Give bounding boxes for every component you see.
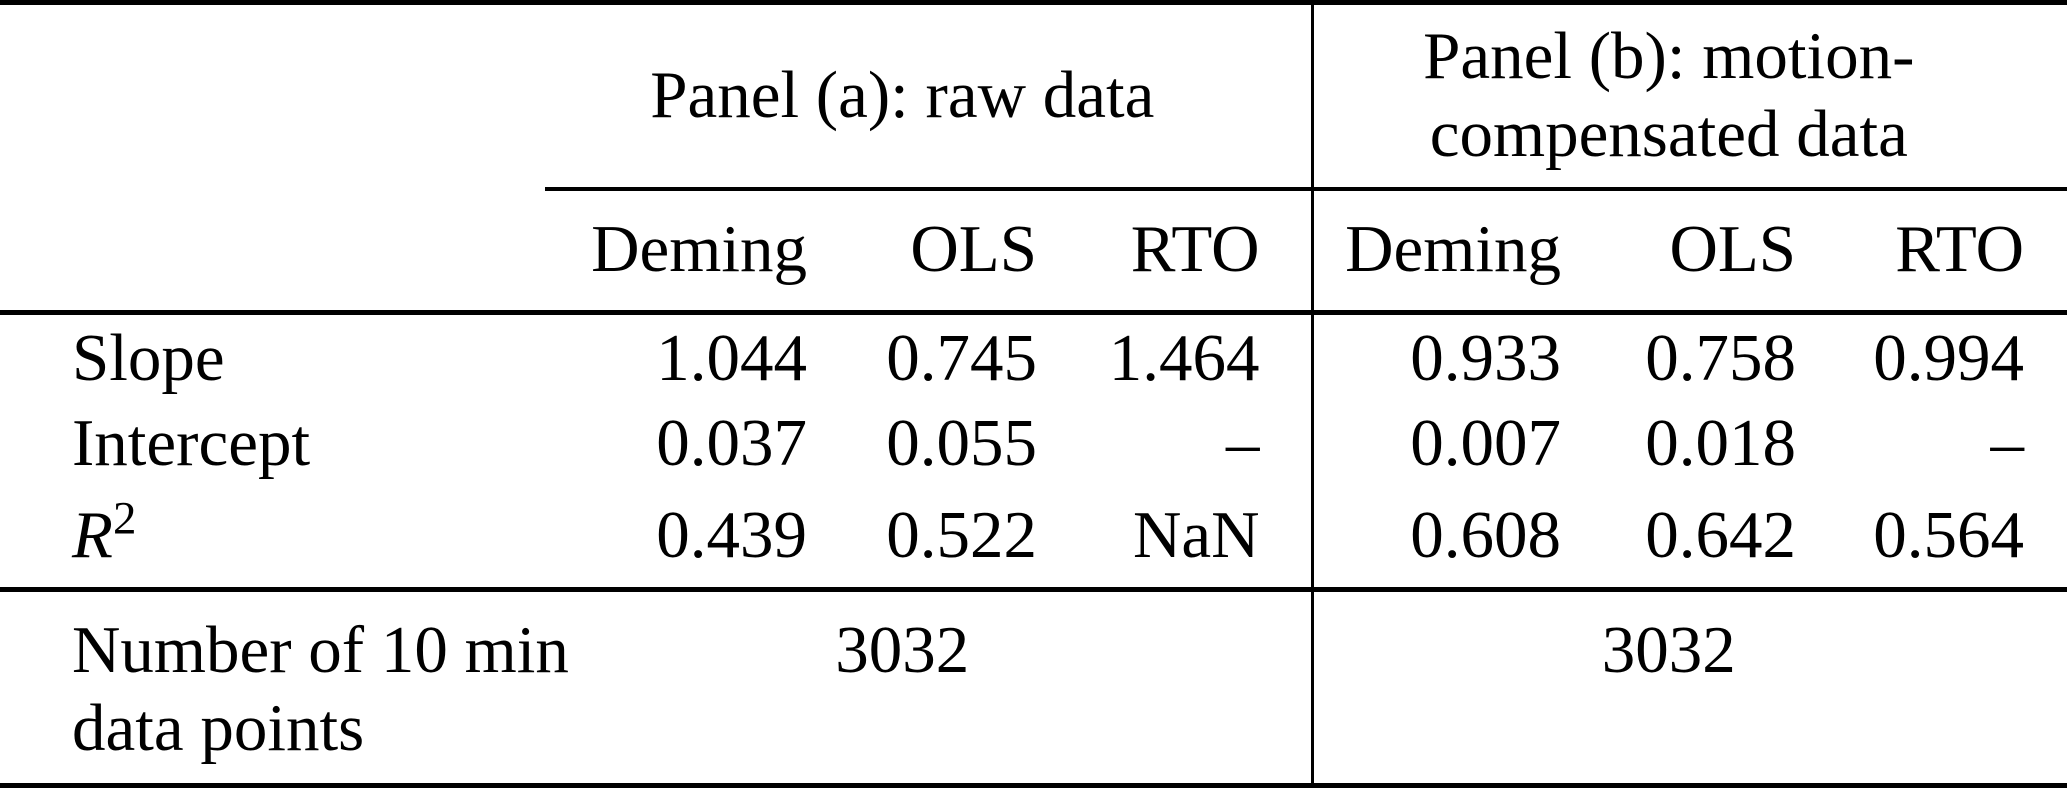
cell-slope-b-ols: 0.758 [1645,320,1797,395]
cell-intercept-b-deming: 0.007 [1310,402,1562,485]
cell-slope-b-deming: 0.933 [1310,312,1562,403]
cell-slope-a-deming: 1.044 [656,320,807,395]
cell-r2-a-deming: 0.439 [545,484,807,592]
cell-slope-a-ols: 0.745 [886,320,1037,395]
method-header-b-ols: OLS [1561,188,1797,315]
regression-stats-table: Panel (a): raw data Panel (b): motion- c… [0,0,2067,788]
panel-a-header-cell: Panel (a): raw data [545,2,1313,191]
cell-intercept-b-rto: – [1990,405,2025,480]
method-header-row: Deming OLS RTO Deming OLS RTO [0,188,2067,315]
cell-slope-a-rto: 1.464 [1108,320,1260,395]
cell-intercept-a-ols: 0.055 [886,405,1037,480]
footer-value-panel-b: 3032 [1310,589,2067,786]
footer-value-panel-a: 3032 [835,613,970,687]
panel-b-header-cell: Panel (b): motion- compensated data [1310,2,2067,191]
method-header-spacer-cell [0,188,545,315]
method-header-b-deming: Deming [1310,188,1562,315]
method-header-a-rto: RTO [1037,188,1313,315]
cell-intercept-b-ols: 0.018 [1645,405,1797,480]
cell-r2-a-ols: 0.522 [807,484,1037,592]
cell-r2-a-rto: NaN [1037,484,1313,592]
panel-a-title: Panel (a): raw data [650,57,1155,132]
row-label-r-squared: R2 [0,484,545,592]
row-label-slope: Slope [72,320,225,395]
method-header-a-ols: OLS [807,188,1037,315]
cell-r2-b-deming: 0.608 [1310,484,1562,592]
data-points-row: Number of 10 min data points 3032 3032 [0,589,2067,786]
slope-row: Slope 1.044 0.745 1.464 0.933 0.758 0.99… [0,312,2067,403]
cell-intercept-a-rto: – [1226,405,1260,480]
panel-header-row: Panel (a): raw data Panel (b): motion- c… [0,2,2067,191]
r-squared-row: R2 0.439 0.522 NaN 0.608 0.642 0.564 [0,484,2067,592]
row-label-intercept: Intercept [72,405,311,480]
intercept-row: Intercept 0.037 0.055 – 0.007 0.018 – [0,402,2067,485]
method-header-b-rto: RTO [1796,188,2067,315]
cell-r2-b-rto: 0.564 [1796,484,2067,592]
r-symbol: R [72,497,113,572]
cell-slope-b-rto: 0.994 [1873,320,2025,395]
r-exponent: 2 [112,492,137,545]
method-header-a-deming: Deming [545,188,807,315]
cell-r2-b-ols: 0.642 [1561,484,1797,592]
panel-b-title: Panel (b): motion- compensated data [1423,19,1915,171]
cell-intercept-a-deming: 0.037 [656,405,807,480]
footer-label: Number of 10 min data points [72,613,569,765]
corner-spacer-cell [0,3,545,189]
